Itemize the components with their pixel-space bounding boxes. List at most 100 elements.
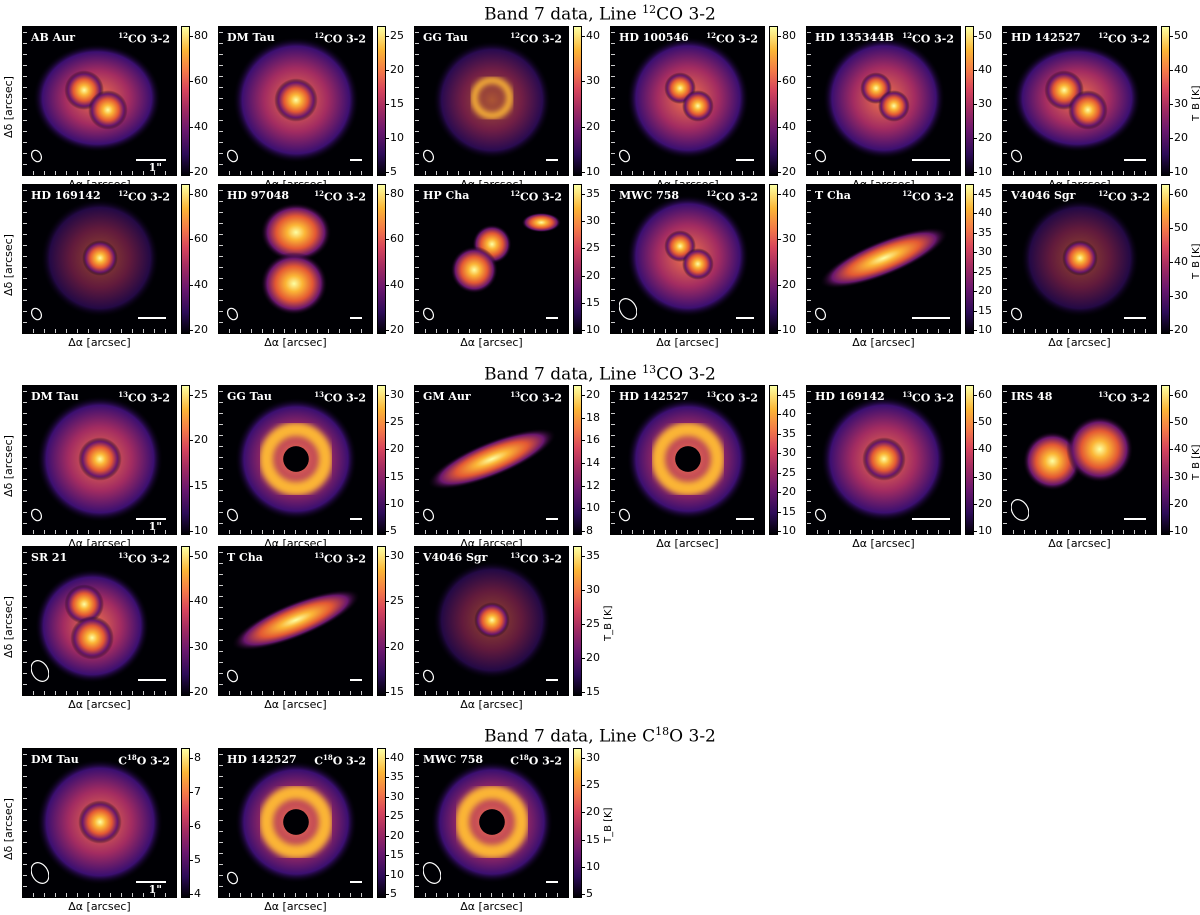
colorbar <box>573 26 582 176</box>
colorbar-tick: 40 <box>190 119 208 133</box>
image-frame: HD 169142 12CO 3-2 <box>22 184 177 334</box>
colorbar-tick: 30 <box>582 214 600 228</box>
line-prefix: C <box>118 754 127 768</box>
colorbar-tick: 15 <box>386 469 404 483</box>
line-transition: CO 3-2 <box>323 32 366 46</box>
line-label: 13CO 3-2 <box>510 551 562 566</box>
y-ticks <box>1003 185 1007 333</box>
source-name: DM Tau <box>31 390 79 403</box>
colorbar-tick: 35 <box>974 225 992 239</box>
y-ticks <box>415 547 419 695</box>
colorbar-tick: 20 <box>386 828 404 842</box>
colorbar-tick: 20 <box>1170 496 1188 510</box>
title-prefix: Band 7 data, Line <box>484 364 643 385</box>
line-isotope: 12 <box>314 31 324 40</box>
beam-ellipse-icon <box>814 306 827 325</box>
emission-map <box>430 760 554 884</box>
beam-ellipse-icon <box>814 148 827 167</box>
colorbar-tick: 10 <box>582 501 600 515</box>
colorbar-tick: 50 <box>190 549 208 562</box>
beam-ellipse-icon <box>422 668 435 687</box>
colorbar-tick: 10 <box>1170 524 1188 537</box>
x-axis-label: Δα [arcsec] <box>656 336 719 349</box>
colorbar <box>573 546 582 696</box>
line-label: 12CO 3-2 <box>118 31 170 46</box>
colorbar-tick: 20 <box>190 323 208 336</box>
x-ticks <box>1003 530 1156 534</box>
x-ticks <box>415 691 568 695</box>
x-ticks <box>611 530 764 534</box>
line-label: 13CO 3-2 <box>902 390 954 405</box>
y-ticks <box>807 386 811 534</box>
colorbar-tick: 35 <box>386 770 404 784</box>
line-isotope: 13 <box>706 390 716 399</box>
x-ticks <box>219 893 372 897</box>
colorbar-tick: 15 <box>582 295 600 309</box>
beam-ellipse-icon <box>30 861 50 889</box>
source-name: MWC 758 <box>423 753 484 766</box>
emission-map <box>1022 415 1134 491</box>
image-frame: HD 169142 13CO 3-2 <box>806 385 961 535</box>
colorbar-tick: 15 <box>386 97 404 110</box>
colorbar-tick: 10 <box>974 165 992 178</box>
beam-ellipse-icon <box>618 297 638 325</box>
line-isotope: 12 <box>1098 31 1108 40</box>
line-isotope: 13 <box>314 390 324 399</box>
beam-ellipse-icon <box>618 148 631 167</box>
line-label: 13CO 3-2 <box>118 390 170 405</box>
emission-map <box>432 40 552 160</box>
title-suffix: CO 3-2 <box>656 364 716 385</box>
colorbar-tick: 25 <box>778 465 796 479</box>
image-frame: V4046 Sgr 12CO 3-2 <box>1002 184 1157 334</box>
colorbar-tick: 40 <box>778 407 796 421</box>
scale-bar <box>546 518 558 520</box>
scale-bar <box>1124 317 1146 319</box>
x-ticks <box>807 530 960 534</box>
source-name: T Cha <box>227 551 263 564</box>
colorbar-tick: 10 <box>386 867 404 881</box>
line-transition: CO 3-2 <box>323 391 366 405</box>
emission-map <box>32 43 162 153</box>
colorbar-tick: 20 <box>386 639 404 653</box>
beam-ellipse-icon <box>30 507 43 526</box>
x-ticks <box>807 329 960 333</box>
image-frame: HD 142527 13CO 3-2 <box>610 385 765 535</box>
line-isotope: 12 <box>902 189 912 198</box>
y-ticks <box>807 27 811 175</box>
colorbar-unit-label: T_B [K] <box>603 807 614 843</box>
colorbar-tick: 8 <box>582 524 593 537</box>
y-ticks <box>23 749 27 897</box>
colorbar-tick: 30 <box>1170 289 1188 302</box>
image-frame: DM Tau C18O 3-2 1" <box>22 748 177 898</box>
y-ticks <box>415 386 419 534</box>
emission-map <box>36 758 164 886</box>
image-frame: V4046 Sgr 13CO 3-2 <box>414 546 569 696</box>
colorbar-unit-label: T_B [K] <box>1191 444 1200 480</box>
source-name: SR 21 <box>31 551 68 564</box>
image-frame: IRS 48 13CO 3-2 <box>1002 385 1157 535</box>
line-transition: CO 3-2 <box>1107 190 1150 204</box>
line-isotope: 13 <box>510 551 520 560</box>
line-isotope: 18 <box>126 753 137 762</box>
colorbar-tick: 10 <box>582 859 600 873</box>
emission-map <box>626 36 750 160</box>
line-transition: CO 3-2 <box>1107 32 1150 46</box>
colorbar-tick: 20 <box>190 165 208 178</box>
x-axis-label: Δα [arcsec] <box>264 336 327 349</box>
emission-map <box>819 227 949 289</box>
beam-ellipse-icon <box>422 507 435 526</box>
source-name: IRS 48 <box>1011 390 1053 403</box>
scale-label: 1" <box>148 161 162 174</box>
colorbar-tick: 30 <box>582 583 600 596</box>
colorbar-tick: 15 <box>386 848 404 862</box>
title-prefix: Band 7 data, Line C <box>484 726 656 747</box>
y-ticks <box>219 185 223 333</box>
colorbar <box>377 385 386 535</box>
colorbar-tick: 15 <box>190 478 208 492</box>
scale-bar <box>736 159 754 161</box>
line-label: 12CO 3-2 <box>510 189 562 204</box>
x-ticks <box>415 893 568 897</box>
emission-map <box>1012 43 1142 153</box>
line-isotope: 13 <box>118 390 128 399</box>
line-transition: O 3-2 <box>332 754 366 768</box>
